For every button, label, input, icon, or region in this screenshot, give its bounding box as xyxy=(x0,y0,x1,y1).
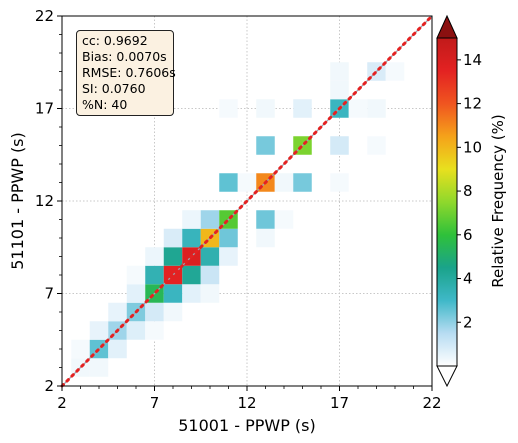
heatmap-cell xyxy=(182,210,201,229)
heatmap-cell xyxy=(126,265,146,285)
heatmap-cell xyxy=(274,210,294,229)
heatmap-cell xyxy=(126,321,146,340)
heatmap-cell xyxy=(163,247,183,266)
heatmap-cell xyxy=(219,99,238,118)
heatmap-cell xyxy=(367,99,386,118)
heatmap-cell xyxy=(330,173,349,192)
heatmap-cell xyxy=(145,321,164,340)
heatmap-cell xyxy=(163,284,183,303)
heatmap-cell xyxy=(145,247,164,266)
x-tick-label: 12 xyxy=(237,394,256,412)
colorbar-tick-label: 8 xyxy=(463,182,473,200)
heatmap-cell xyxy=(219,247,238,266)
heatmap-cell xyxy=(71,339,90,359)
colorbar-extend-min xyxy=(436,365,458,388)
heatmap-cell xyxy=(182,265,201,285)
heatmap-cell xyxy=(256,99,275,118)
stat-n: %N: 40 xyxy=(82,97,128,112)
heatmap-cell xyxy=(126,284,146,303)
heatmap-cell xyxy=(274,173,294,192)
heatmap-cell xyxy=(330,80,349,100)
y-tick-label: 2 xyxy=(44,377,54,395)
colorbar-gradient xyxy=(437,38,457,366)
x-tick-label: 22 xyxy=(422,394,441,412)
colorbar-extend-max xyxy=(436,14,458,39)
heatmap-cell xyxy=(145,265,164,285)
colorbar-tick-label: 14 xyxy=(463,51,482,69)
colorbar-tick-label: 2 xyxy=(463,313,473,331)
x-tick-label: 17 xyxy=(330,394,349,412)
x-tick-label: 7 xyxy=(150,394,160,412)
y-tick-label: 17 xyxy=(35,100,54,118)
colorbar-tick-label: 10 xyxy=(463,138,482,156)
heatmap-cell xyxy=(293,99,312,118)
heatmap-cell xyxy=(163,302,183,322)
heatmap-cell xyxy=(256,228,275,248)
y-tick-label: 22 xyxy=(35,7,54,25)
heatmap-cell xyxy=(182,284,201,303)
heatmap-cell xyxy=(367,136,386,155)
colorbar-frame xyxy=(436,37,458,367)
heatmap-cell xyxy=(293,173,312,192)
x-tick-label: 2 xyxy=(57,394,67,412)
stat-si: SI: 0.0760 xyxy=(82,81,146,96)
y-tick-label: 7 xyxy=(44,285,54,303)
y-tick-label: 12 xyxy=(35,192,54,210)
heatmap-cell xyxy=(256,210,275,229)
heatmap-cell xyxy=(385,62,405,81)
heatmap-cell xyxy=(200,210,220,229)
fit-line xyxy=(60,14,434,388)
stats-box: cc: 0.9692 Bias: 0.0070s RMSE: 0.7606s S… xyxy=(76,30,176,116)
heatmap-cell xyxy=(89,358,109,377)
heatmap-cell xyxy=(237,173,257,192)
heatmap-cell xyxy=(108,339,127,359)
stat-cc: cc: 0.9692 xyxy=(82,33,148,48)
heatmap-cell xyxy=(89,321,109,340)
colorbar-tick-label: 6 xyxy=(463,226,473,244)
x-axis-title: 51001 - PPWP (s) xyxy=(178,416,316,435)
reference-lines xyxy=(60,14,434,388)
heatmap-cell xyxy=(256,136,275,155)
heatmap-cell xyxy=(200,284,220,303)
heatmap-cell xyxy=(330,136,349,155)
stat-bias: Bias: 0.0070s xyxy=(82,49,167,64)
heatmap-cell xyxy=(219,173,238,192)
colorbar-tick-label: 4 xyxy=(463,270,473,288)
colorbar: 2 4 6 8 10 12 14 xyxy=(436,14,482,388)
colorbar-tick-label: 12 xyxy=(463,95,482,113)
y-axis-title: 51101 - PPWP (s) xyxy=(8,132,27,270)
heatmap-cells xyxy=(71,62,405,377)
stat-rmse: RMSE: 0.7606s xyxy=(82,65,176,80)
heatmap-cell xyxy=(182,228,201,248)
heatmap-cell xyxy=(108,302,127,322)
heatmap-cell xyxy=(219,228,238,248)
heatmap-cell xyxy=(200,247,220,266)
heatmap-cell xyxy=(163,228,183,248)
colorbar-title: Relative Frequency (%) xyxy=(489,114,507,287)
heatmap-cell xyxy=(348,99,368,118)
heatmap-cell xyxy=(145,302,164,322)
heatmap-cell xyxy=(330,62,349,81)
heatmap-cell xyxy=(200,265,220,285)
